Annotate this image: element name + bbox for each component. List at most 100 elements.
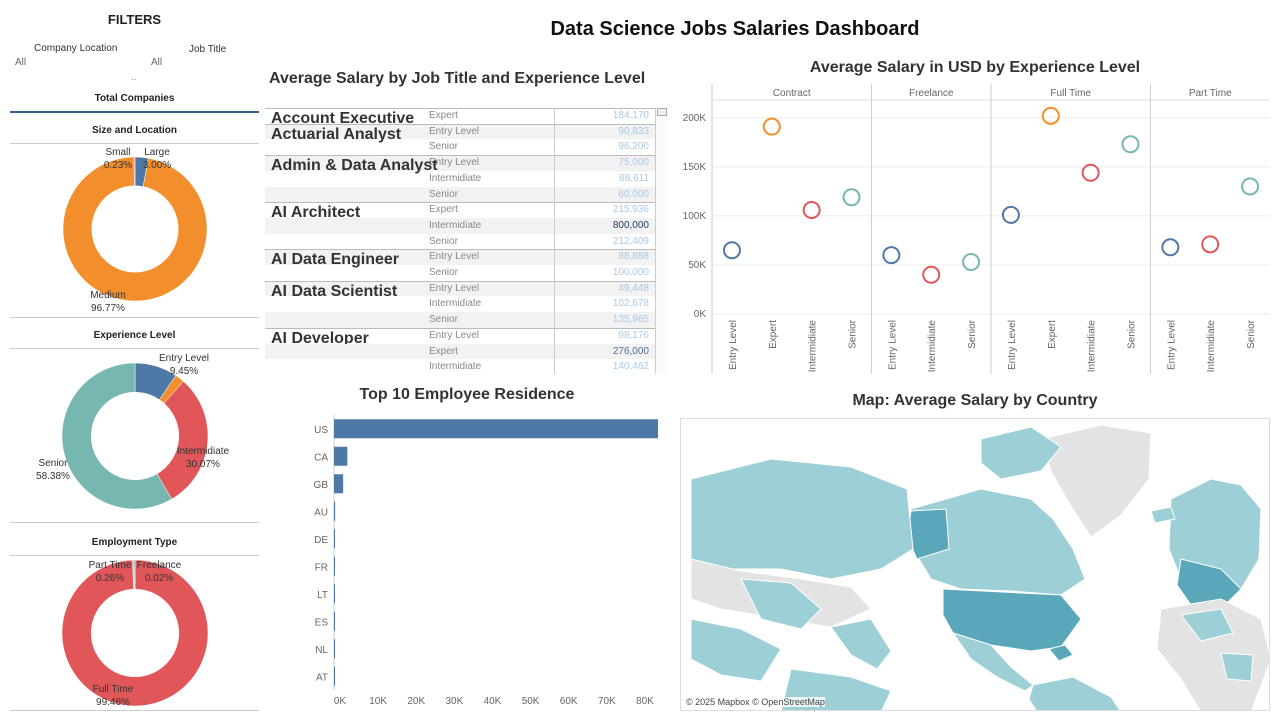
y-tick-label: GB <box>314 480 329 491</box>
scatter-point[interactable] <box>882 246 901 265</box>
x-tick-label: 10K <box>369 696 387 707</box>
bar-chart[interactable]: US CA GB AU DE FR LT ES NL AT 0K 10K 20K 30K 40K 50K 60K… <box>265 410 669 712</box>
salary-cell: 68,611 <box>619 172 649 184</box>
x-tick-label: 30K <box>445 696 463 707</box>
scatter-point[interactable] <box>842 188 861 207</box>
divider <box>10 710 259 711</box>
row-separator <box>265 202 655 204</box>
level-cell: Senior <box>429 267 458 278</box>
scatter-point[interactable] <box>1121 135 1140 154</box>
table-row[interactable]: Intermidiate 800,000 <box>265 217 655 234</box>
salary-cell: 135,965 <box>612 314 649 326</box>
table-row[interactable]: Senior 96,200 <box>265 139 655 155</box>
bar[interactable] <box>334 419 658 439</box>
x-tick-label: Entry Level <box>728 320 739 370</box>
bar[interactable] <box>334 529 335 549</box>
table-row[interactable]: Intermidiate 140,462 <box>265 359 655 374</box>
x-tick-label: Entry Level <box>1166 320 1177 370</box>
y-tick-label: 100K <box>683 211 707 222</box>
bar[interactable] <box>334 666 335 686</box>
table-row[interactable]: Entry Level 98,176 <box>265 328 655 344</box>
x-tick-label: Intermidiate <box>1206 320 1217 373</box>
scatter-point[interactable] <box>762 117 781 136</box>
scatter-point[interactable] <box>802 201 821 220</box>
divider <box>10 555 259 556</box>
size-location-donut[interactable] <box>55 155 213 303</box>
table-scrollbar[interactable] <box>655 108 668 374</box>
salary-cell: 184,170 <box>612 110 649 121</box>
donut-label-large: Large 3.00% <box>142 147 172 171</box>
bar[interactable] <box>334 474 344 494</box>
scatter-point[interactable] <box>962 253 981 272</box>
world-map[interactable]: © 2025 Mapbox © OpenStreetMap <box>680 418 1270 711</box>
arctic-islands-shape <box>980 426 1062 480</box>
bar-chart-title: Top 10 Employee Residence <box>359 386 575 403</box>
y-tick-label: AT <box>316 672 328 683</box>
scatter-point[interactable] <box>722 241 741 260</box>
scatter-point[interactable] <box>1001 205 1020 224</box>
table-row[interactable]: Entry Level 49,448 <box>265 280 655 297</box>
salary-cell: 800,000 <box>612 219 649 231</box>
bar[interactable] <box>334 584 335 604</box>
salary-cell: 98,176 <box>618 329 649 341</box>
table-row[interactable]: Entry Level 88,888 <box>265 249 655 265</box>
bar[interactable] <box>334 639 335 659</box>
table-row[interactable]: Senior 60,000 <box>265 186 655 203</box>
usa-shape <box>942 588 1082 652</box>
scatter-point[interactable] <box>1201 235 1220 254</box>
bar[interactable] <box>334 611 335 631</box>
scrollbar-thumb[interactable] <box>657 108 667 116</box>
salary-cell: 96,200 <box>618 141 649 153</box>
canada-shape <box>910 488 1086 596</box>
x-tick-label: Entry Level <box>887 320 898 370</box>
job-title-cell: AI Developer <box>271 329 369 347</box>
donut-label-intermidiate: Intermidiate 30.07% <box>176 446 230 470</box>
salary-cell: 140,462 <box>612 361 649 373</box>
table-row[interactable]: Expert 215,936 <box>265 202 655 218</box>
experience-slice-senior[interactable] <box>61 362 173 510</box>
table-row[interactable]: Senior 135,965 <box>265 312 655 328</box>
scatter-point[interactable] <box>922 265 941 284</box>
ellipsis: .. <box>131 72 137 83</box>
size-slice-medium[interactable] <box>62 156 208 302</box>
row-separator <box>265 123 655 125</box>
scatter-point[interactable] <box>1041 106 1060 125</box>
experience-level-donut[interactable] <box>55 361 213 511</box>
employment-slice-full-time[interactable] <box>61 559 209 707</box>
x-tick-label: Senior <box>848 319 859 349</box>
table-row[interactable]: Senior 100,000 <box>265 265 655 281</box>
y-tick-label: US <box>314 425 328 436</box>
scatter-point[interactable] <box>1241 177 1260 196</box>
map-attribution[interactable]: © 2025 Mapbox © OpenStreetMap <box>686 697 825 707</box>
y-tick-label: NL <box>315 645 328 656</box>
level-cell: Expert <box>429 110 458 121</box>
employment-slice-part-time[interactable] <box>133 559 136 590</box>
y-tick-label: 200K <box>683 113 707 124</box>
x-tick-label: Expert <box>1047 320 1058 349</box>
panel-header: Full Time <box>1050 88 1091 99</box>
mexico-shape <box>951 632 1034 692</box>
company-location-filter[interactable]: All <box>15 57 27 68</box>
bar[interactable] <box>334 556 335 576</box>
job-title-filter[interactable]: All <box>151 57 163 68</box>
scatter-chart[interactable]: 0K 50K 100K 150K 200K Contract Entry Level Expe… <box>680 84 1272 380</box>
level-cell: Intermidiate <box>429 361 482 373</box>
table-row[interactable]: Entry Level 75,000 <box>265 155 655 171</box>
scatter-point[interactable] <box>1081 163 1100 182</box>
table-row[interactable]: Expert 276,000 <box>265 343 655 360</box>
row-separator <box>265 155 655 157</box>
employment-type-donut[interactable] <box>55 558 213 708</box>
size-slice-small[interactable] <box>133 156 136 187</box>
table-column-divider <box>554 108 555 374</box>
east-africa-shape <box>1220 652 1254 682</box>
table-row[interactable]: Expert 184,170 <box>265 108 655 124</box>
table-row[interactable]: Senior 212,409 <box>265 234 655 250</box>
dashboard-title: Data Science Jobs Salaries Dashboard <box>550 18 920 40</box>
table-row[interactable]: Entry Level 90,833 <box>265 123 655 140</box>
table-row[interactable]: Intermidiate 102,678 <box>265 296 655 312</box>
scatter-point[interactable] <box>1161 238 1180 257</box>
bar[interactable] <box>334 446 348 466</box>
salary-cell: 215,936 <box>612 204 649 216</box>
table-row[interactable]: Intermidiate 68,611 <box>265 171 655 187</box>
bar[interactable] <box>334 501 336 521</box>
